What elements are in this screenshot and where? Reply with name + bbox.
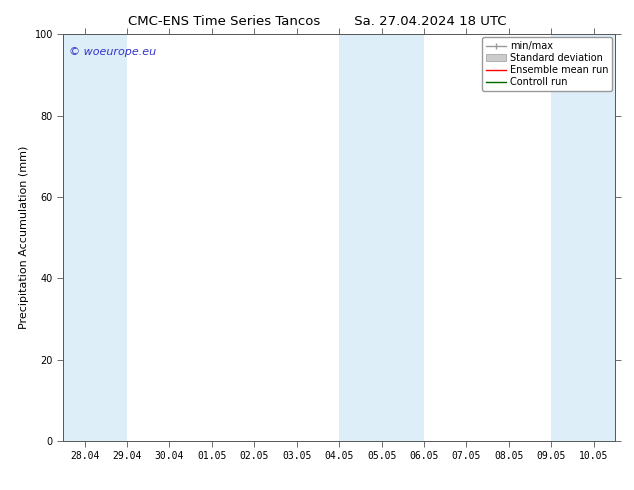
Bar	[552, 34, 615, 441]
Bar	[63, 34, 127, 441]
Legend: min/max, Standard deviation, Ensemble mean run, Controll run: min/max, Standard deviation, Ensemble me…	[482, 37, 612, 91]
Bar	[339, 34, 424, 441]
Text: CMC-ENS Time Series Tancos        Sa. 27.04.2024 18 UTC: CMC-ENS Time Series Tancos Sa. 27.04.202…	[127, 15, 507, 28]
Text: © woeurope.eu: © woeurope.eu	[69, 47, 156, 56]
Y-axis label: Precipitation Accumulation (mm): Precipitation Accumulation (mm)	[19, 146, 29, 329]
